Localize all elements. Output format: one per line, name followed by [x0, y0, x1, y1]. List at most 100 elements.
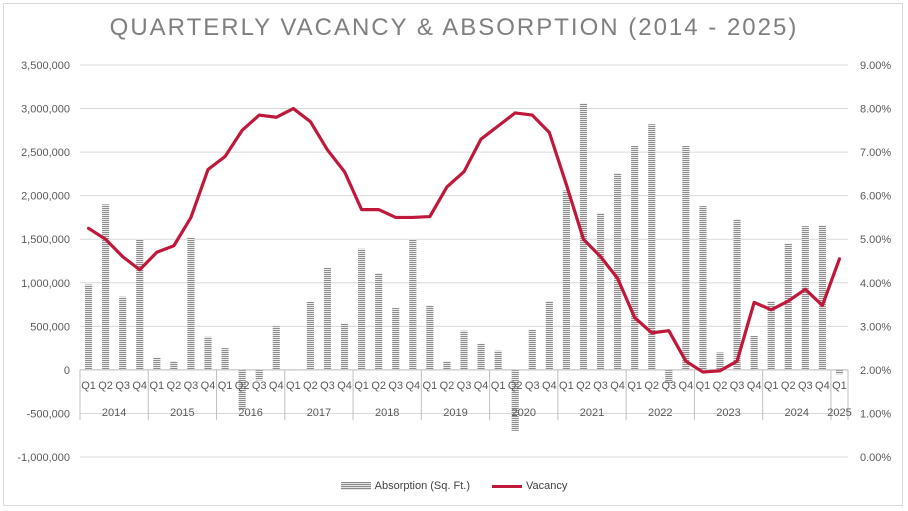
- absorption-bar: [375, 273, 383, 370]
- x-quarter-label: Q1: [627, 380, 642, 392]
- absorption-bar: [392, 308, 400, 370]
- absorption-bar: [528, 329, 536, 370]
- y-left-tick-label: 3,000,000: [21, 104, 70, 116]
- absorption-bar: [767, 301, 775, 370]
- chart-title: QUARTERLY VACANCY & ABSORPTION (2014 - 2…: [109, 14, 799, 41]
- absorption-bar: [545, 301, 553, 370]
- x-quarter-label: Q2: [98, 380, 113, 392]
- absorption-bar: [187, 237, 195, 370]
- legend-item-vacancy: Vacancy: [492, 480, 567, 492]
- chart-legend: Absorption (Sq. Ft.) Vacancy: [0, 480, 908, 492]
- x-quarter-label: Q2: [235, 380, 250, 392]
- legend-swatch-absorption: [340, 482, 371, 490]
- y-left-tick-label: 1,500,000: [21, 234, 70, 246]
- x-quarter-label: Q4: [474, 380, 489, 392]
- x-quarter-label: Q3: [525, 380, 540, 392]
- absorption-bar: [665, 369, 673, 383]
- y-left-tick-label: -1,000,000: [17, 452, 70, 464]
- absorption-bar: [716, 352, 724, 370]
- absorption-bar: [119, 296, 127, 370]
- x-quarter-label: Q4: [269, 380, 284, 392]
- x-quarter-label: Q3: [798, 380, 813, 392]
- x-year-label: 2016: [238, 407, 262, 419]
- y-right-tick-label: 1.00%: [860, 408, 891, 420]
- y-left-tick-label: 1,000,000: [21, 278, 70, 290]
- absorption-bar: [170, 361, 178, 370]
- x-quarter-label: Q2: [371, 380, 386, 392]
- absorption-bar: [818, 225, 826, 370]
- absorption-bar: [340, 323, 349, 370]
- absorption-bar: [682, 146, 690, 370]
- y-right-tick-label: 0.00%: [860, 452, 891, 464]
- x-quarter-label: Q4: [132, 380, 147, 392]
- x-quarter-label: Q3: [388, 380, 403, 392]
- x-quarter-label: Q2: [440, 380, 455, 392]
- x-quarter-label: Q1: [491, 380, 506, 392]
- x-quarter-label: Q1: [696, 380, 711, 392]
- absorption-bar: [409, 239, 417, 370]
- absorption-bar: [358, 248, 366, 370]
- y-left-tick-label: 3,500,000: [21, 60, 70, 72]
- x-year-label: 2024: [785, 407, 809, 419]
- absorption-bar: [255, 369, 263, 381]
- x-quarter-label: Q2: [167, 380, 182, 392]
- x-year-label: 2018: [375, 407, 399, 419]
- x-quarter-label: Q1: [218, 380, 233, 392]
- absorption-bar: [221, 348, 229, 370]
- absorption-bar: [426, 305, 434, 370]
- x-quarter-label: Q1: [832, 380, 847, 392]
- x-quarter-label: Q4: [201, 380, 216, 392]
- y-right-tick-label: 4.00%: [860, 278, 891, 290]
- absorption-bar: [323, 267, 332, 370]
- absorption-bar: [631, 146, 639, 370]
- absorption-bar: [699, 206, 707, 370]
- x-quarter-label: Q3: [115, 380, 130, 392]
- y-right-tick-label: 6.00%: [860, 191, 891, 203]
- absorption-bar: [306, 301, 314, 370]
- x-quarter-label: Q1: [764, 380, 779, 392]
- x-quarter-label: Q2: [508, 380, 523, 392]
- y-left-tick-label: 500,000: [30, 321, 70, 333]
- x-quarter-label: Q4: [542, 380, 557, 392]
- absorption-bar: [84, 284, 93, 370]
- legend-label-absorption: Absorption (Sq. Ft.): [374, 480, 470, 492]
- y-right-tick-label: 7.00%: [860, 147, 891, 159]
- y-right-tick-label: 5.00%: [860, 234, 891, 246]
- y-left-tick-label: -500,000: [27, 408, 70, 420]
- absorption-bar: [614, 173, 622, 370]
- y-right-tick-label: 9.00%: [860, 60, 891, 72]
- x-year-label: 2021: [580, 407, 604, 419]
- x-quarter-label: Q3: [730, 380, 745, 392]
- x-quarter-label: Q3: [184, 380, 199, 392]
- x-quarter-label: Q4: [747, 380, 762, 392]
- y-left-tick-label: 0: [64, 365, 70, 377]
- x-year-label: 2015: [170, 407, 194, 419]
- x-quarter-label: Q1: [354, 380, 369, 392]
- y-right-tick-label: 2.00%: [860, 365, 891, 377]
- x-quarter-label: Q1: [81, 380, 96, 392]
- x-year-label: 2022: [648, 407, 672, 419]
- x-year-label: 2020: [511, 407, 535, 419]
- absorption-bar: [733, 219, 741, 370]
- absorption-bar: [511, 369, 519, 431]
- x-quarter-label: Q3: [457, 380, 472, 392]
- y-right-tick-label: 8.00%: [860, 104, 891, 116]
- absorption-bar: [204, 336, 212, 370]
- absorption-bar: [784, 243, 792, 370]
- x-quarter-label: Q2: [713, 380, 728, 392]
- x-quarter-label: Q1: [149, 380, 164, 392]
- absorption-bar: [494, 350, 502, 370]
- x-quarter-label: Q1: [423, 380, 438, 392]
- absorption-bar: [136, 239, 144, 370]
- x-year-label: 2017: [307, 407, 331, 419]
- absorption-bar: [750, 335, 758, 370]
- x-quarter-label: Q3: [252, 380, 267, 392]
- y-left-tick-label: 2,000,000: [21, 191, 70, 203]
- y-left-tick-label: 2,500,000: [21, 147, 70, 159]
- x-year-label: 2023: [716, 407, 740, 419]
- y-right-tick-label: 3.00%: [860, 321, 891, 333]
- absorption-bar: [648, 124, 656, 370]
- absorption-bar: [477, 343, 485, 370]
- x-quarter-label: Q3: [320, 380, 335, 392]
